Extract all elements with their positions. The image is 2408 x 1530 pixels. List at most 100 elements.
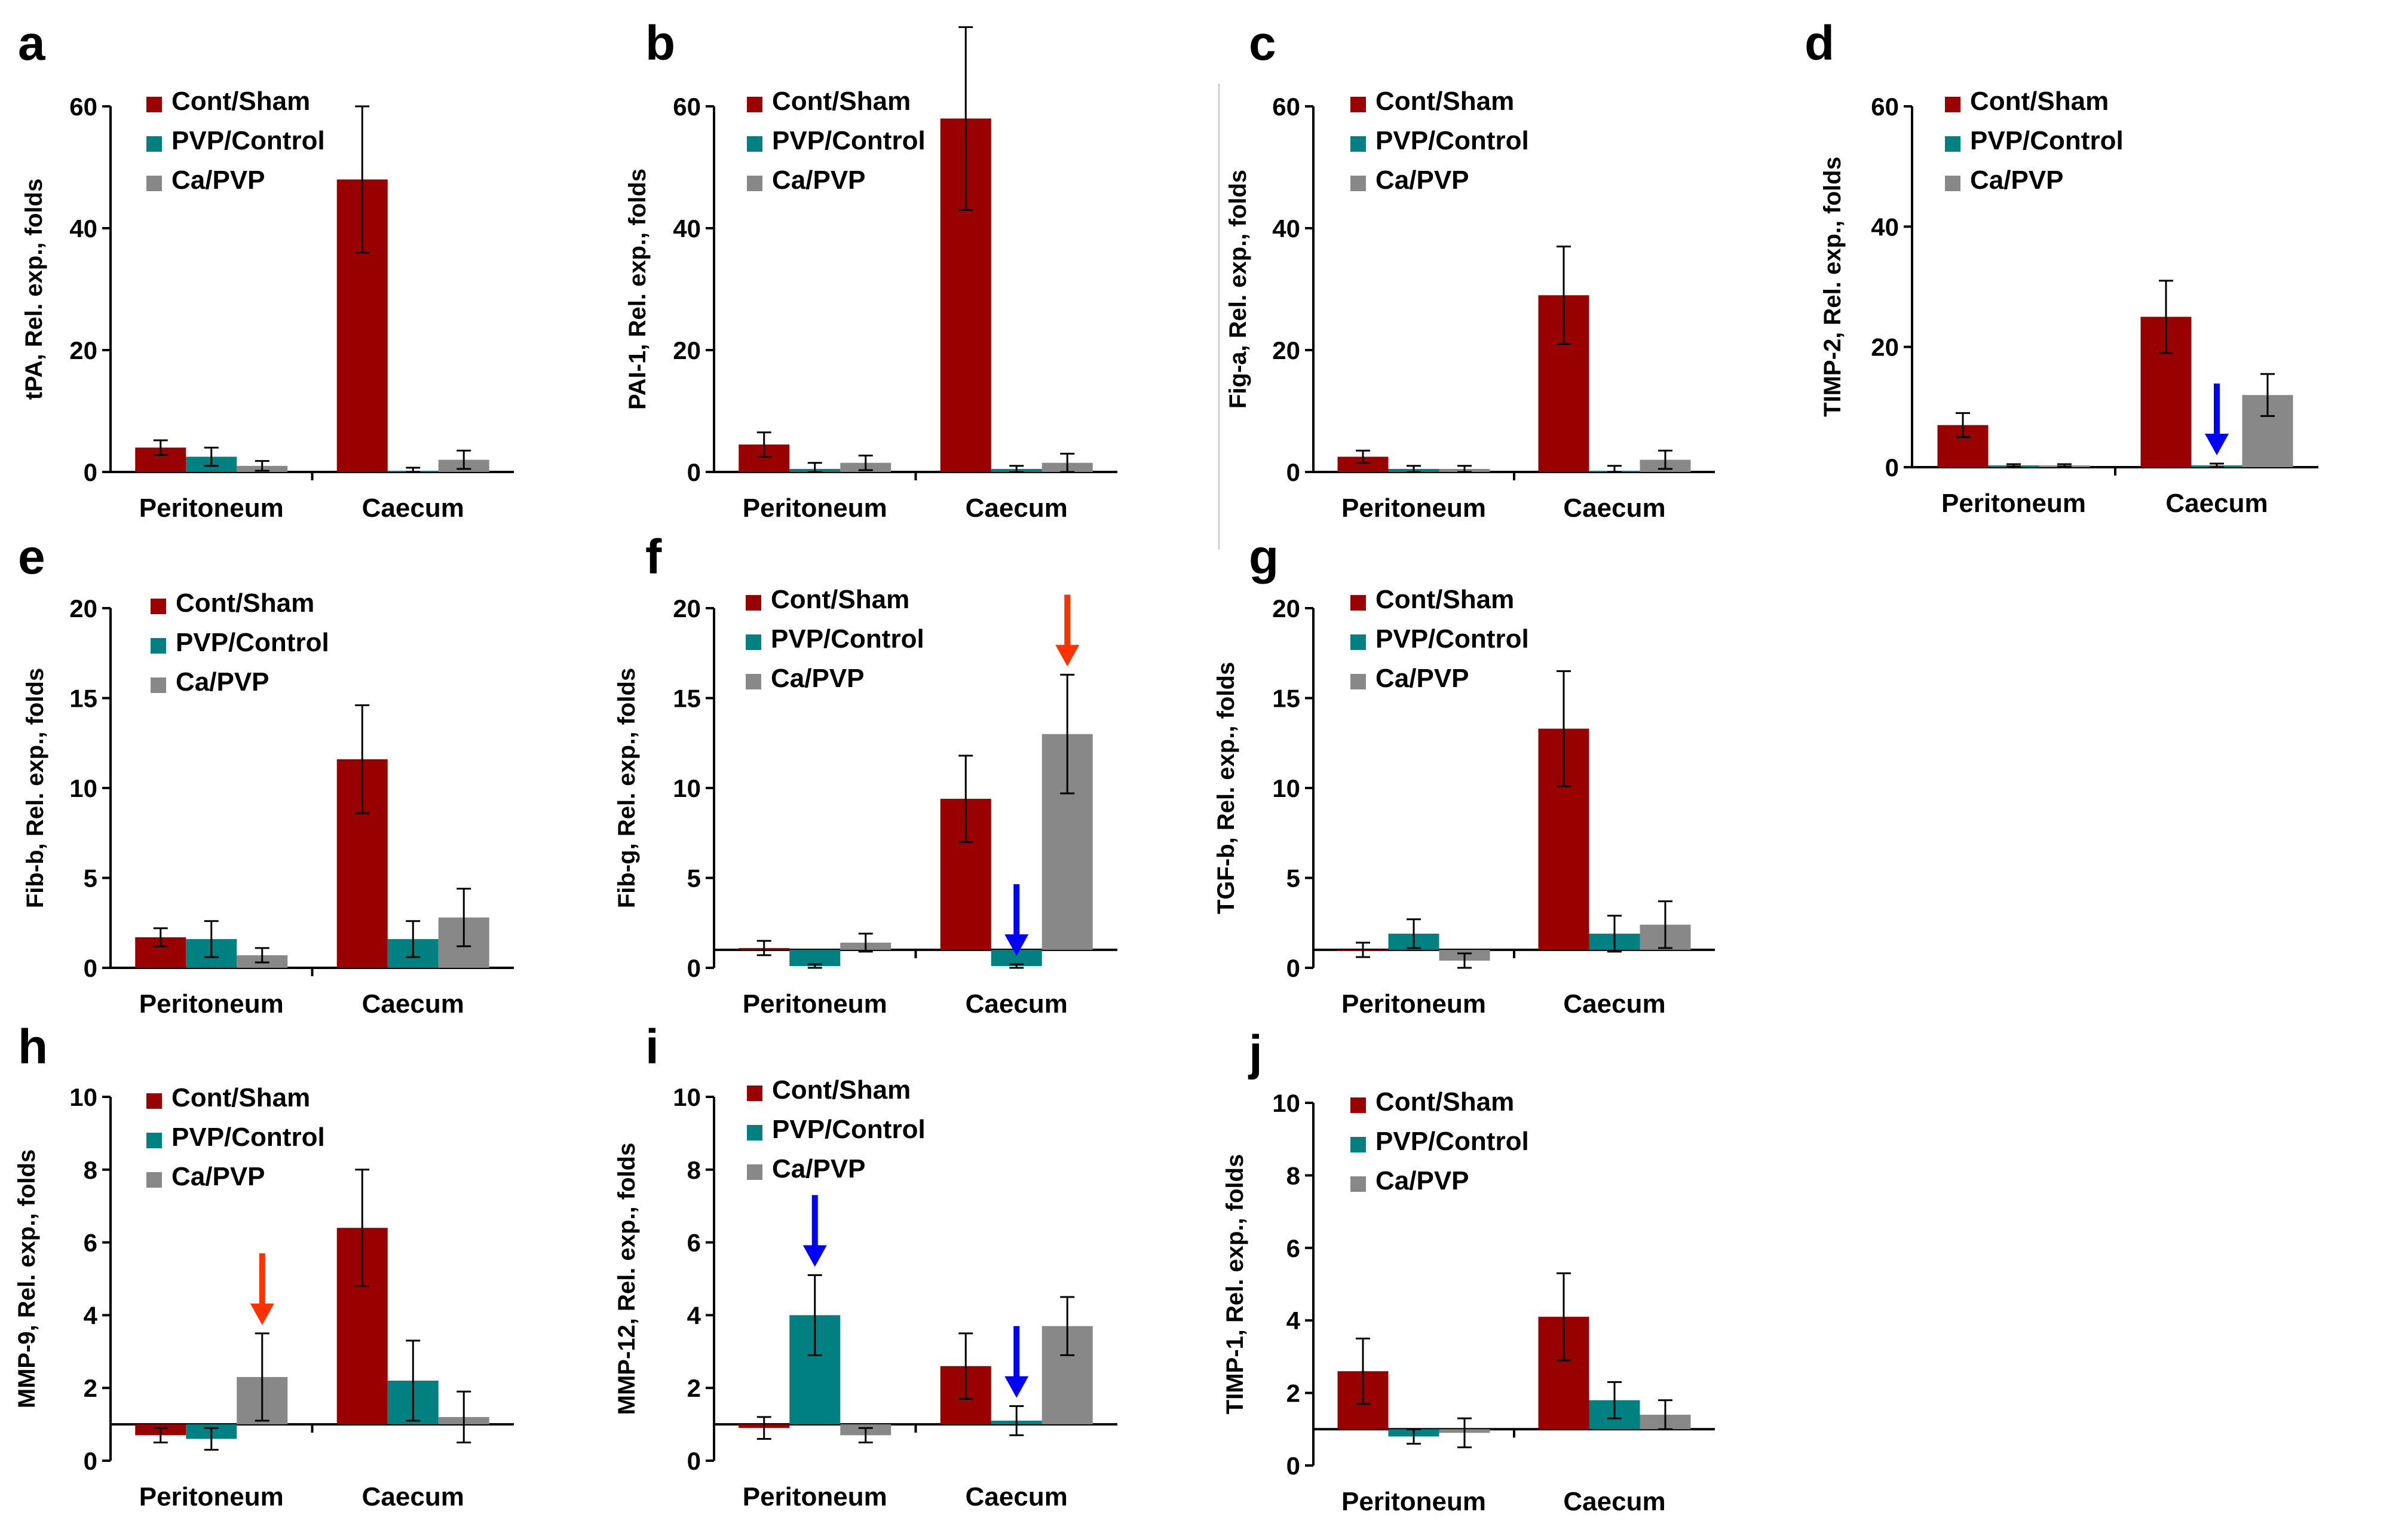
- panel-d: d 0 20 40 60 TIMP-2, Rel. exp., folds Peritone…: [1805, 16, 2318, 518]
- legend-swatch: [1350, 136, 1366, 152]
- y-tick-label: 0: [1286, 954, 1300, 982]
- y-tick-label: 2: [1286, 1379, 1300, 1408]
- legend-label: PVP/Control: [176, 628, 329, 657]
- legend-label: Cont/Sham: [1970, 87, 2109, 116]
- legend-label: Cont/Sham: [772, 1075, 911, 1105]
- panel-h: h 0 2 4 6 8 10 MMP-9, Rel. exp., folds Peritoneu…: [14, 1020, 514, 1511]
- y-tick-label: 0: [1286, 1452, 1300, 1480]
- y-tick-label: 6: [687, 1229, 701, 1257]
- y-tick-label: 4: [1286, 1307, 1301, 1335]
- legend-swatch: [746, 634, 761, 650]
- y-tick-label: 0: [84, 954, 97, 982]
- y-axis-label: MMP-9, Rel. exp., folds: [14, 1149, 40, 1408]
- legend-label: Ca/PVP: [171, 1162, 265, 1191]
- y-tick-label: 10: [673, 1083, 701, 1111]
- y-tick-label: 8: [84, 1156, 97, 1184]
- category-label: Caecum: [966, 1482, 1068, 1511]
- legend-label: Ca/PVP: [772, 165, 866, 195]
- category-label: Caecum: [966, 989, 1068, 1019]
- legend-label: Cont/Sham: [771, 585, 909, 614]
- arrow-head-blue: [1004, 1376, 1029, 1398]
- legend-swatch: [1350, 176, 1366, 191]
- category-label: Peritoneum: [139, 1482, 284, 1511]
- y-tick-label: 20: [673, 594, 701, 623]
- y-tick-label: 2: [687, 1374, 701, 1402]
- panel-c: c 0 20 40 60 Fig-a, Rel. exp., folds Peritoneu…: [1225, 16, 1715, 523]
- legend-swatch: [746, 674, 761, 689]
- y-tick-label: 6: [1286, 1234, 1300, 1262]
- panel-g: g 0 5 10 15 20 TGF-b, Rel. exp., folds Peritone…: [1213, 530, 1715, 1019]
- category-label: Peritoneum: [1341, 493, 1486, 523]
- panel-j: j 0 2 4 6 8 10 TIMP-1, Rel. exp., folds Peritone…: [1222, 1026, 1715, 1516]
- legend-swatch: [146, 97, 162, 112]
- category-label: Peritoneum: [1341, 1487, 1486, 1516]
- y-tick-label: 20: [1272, 336, 1300, 364]
- legend-label: Cont/Sham: [1375, 585, 1514, 614]
- y-tick-label: 20: [673, 336, 701, 364]
- y-tick-label: 0: [1885, 453, 1899, 482]
- y-axis-label: TIMP-1, Rel. exp., folds: [1222, 1154, 1248, 1415]
- legend-label: Ca/PVP: [176, 667, 269, 697]
- y-tick-label: 60: [69, 93, 97, 121]
- legend-swatch: [146, 176, 162, 191]
- legend-swatch: [1350, 97, 1366, 112]
- arrow-head-blue: [802, 1245, 827, 1267]
- category-label: Caecum: [362, 1482, 464, 1511]
- legend-label: Ca/PVP: [171, 165, 265, 195]
- legend-label: Cont/Sham: [176, 588, 314, 618]
- y-tick-label: 60: [673, 93, 701, 121]
- y-tick-label: 40: [1871, 213, 1899, 241]
- panel-letter: e: [18, 530, 45, 584]
- category-label: Caecum: [1563, 989, 1665, 1019]
- legend-swatch: [146, 136, 162, 152]
- legend-label: PVP/Control: [772, 1115, 926, 1144]
- legend-label: Ca/PVP: [771, 664, 865, 693]
- category-label: Caecum: [2165, 489, 2268, 518]
- y-tick-label: 10: [673, 774, 701, 802]
- y-tick-label: 5: [84, 864, 97, 893]
- y-tick-label: 20: [1871, 333, 1899, 361]
- legend-swatch: [146, 1093, 162, 1109]
- category-label: Peritoneum: [139, 493, 284, 523]
- y-axis-label: tPA, Rel. exp., folds: [21, 179, 47, 400]
- y-axis-label: Fib-b, Rel. exp., folds: [22, 668, 48, 908]
- panel-letter: c: [1249, 16, 1276, 70]
- y-tick-label: 10: [1272, 774, 1300, 802]
- category-label: Caecum: [362, 493, 464, 523]
- y-tick-label: 10: [69, 774, 97, 802]
- y-axis-label: Fig-a, Rel. exp., folds: [1225, 170, 1251, 409]
- category-label: Peritoneum: [139, 989, 284, 1019]
- legend-label: PVP/Control: [171, 126, 325, 155]
- y-tick-label: 0: [687, 954, 701, 982]
- legend-label: Cont/Sham: [772, 87, 911, 116]
- legend-label: Cont/Sham: [171, 87, 310, 116]
- legend-swatch: [1350, 595, 1366, 611]
- legend-swatch: [747, 97, 762, 112]
- y-axis-label: MMP-12, Rel. exp., folds: [614, 1143, 640, 1415]
- category-label: Peritoneum: [743, 1482, 887, 1511]
- panel-a: a 0 20 40 60 tPA, Rel. exp., folds Peritoneum C…: [18, 16, 514, 523]
- y-tick-label: 5: [687, 864, 701, 893]
- y-tick-label: 40: [69, 214, 97, 243]
- category-label: Caecum: [966, 493, 1068, 523]
- legend-swatch: [747, 1086, 762, 1101]
- y-tick-label: 40: [1272, 214, 1300, 243]
- y-tick-label: 20: [69, 336, 97, 364]
- legend-swatch: [747, 136, 762, 152]
- arrow-head-red: [1055, 645, 1080, 667]
- arrow-head-blue: [2205, 433, 2229, 455]
- legend-swatch: [1945, 176, 1960, 191]
- legend-swatch: [1350, 1176, 1366, 1192]
- legend-swatch: [1945, 136, 1960, 152]
- legend-label: PVP/Control: [1970, 126, 2124, 155]
- legend-label: PVP/Control: [1375, 624, 1529, 654]
- legend-swatch: [746, 595, 761, 611]
- panel-letter: f: [645, 530, 662, 584]
- category-label: Peritoneum: [743, 493, 887, 523]
- panel-letter: h: [18, 1020, 48, 1074]
- panel-letter: j: [1248, 1026, 1263, 1080]
- legend-label: PVP/Control: [771, 624, 924, 654]
- category-label: Caecum: [1563, 1487, 1665, 1516]
- panel-letter: a: [18, 16, 46, 70]
